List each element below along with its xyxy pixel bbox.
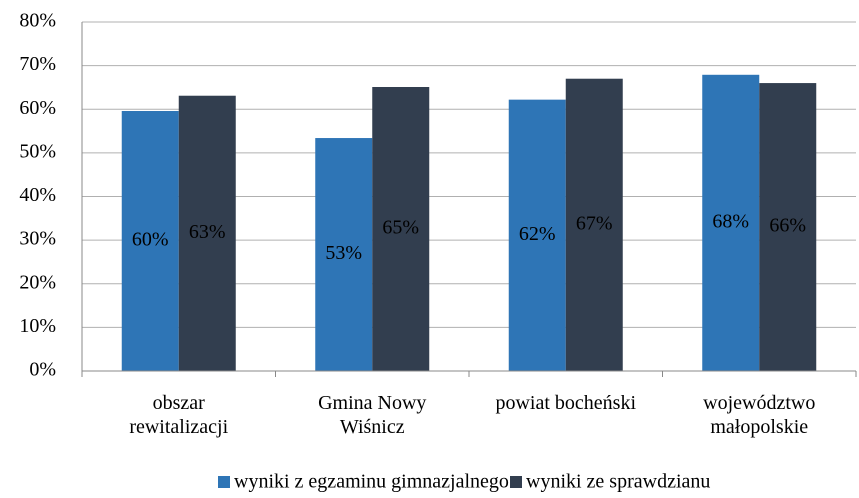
y-tick-label: 60% (19, 97, 56, 119)
bar (372, 87, 430, 371)
data-label: 60% (132, 229, 169, 251)
bar (178, 95, 236, 371)
y-tick-label: 20% (19, 271, 56, 293)
y-tick-label: 30% (19, 228, 56, 250)
legend-swatch (218, 476, 230, 488)
legend-swatch (510, 476, 522, 488)
bar (759, 83, 817, 371)
bar (565, 78, 623, 372)
bar (121, 110, 179, 372)
data-label: 67% (576, 212, 613, 234)
y-tick-label: 50% (19, 140, 56, 162)
data-label: 63% (189, 221, 226, 243)
x-tick-label: Gmina Nowy Wiśnicz (318, 392, 426, 438)
bar (508, 99, 566, 371)
legend-label: wyniki ze sprawdzianu (526, 471, 710, 493)
data-label: 68% (712, 210, 749, 232)
data-label: 66% (769, 215, 806, 237)
legend-label: wyniki z egzaminu gimnazjalnego (234, 471, 509, 493)
data-label: 62% (519, 223, 556, 245)
bar (315, 138, 373, 371)
data-label: 65% (382, 217, 419, 239)
data-label: 53% (325, 242, 362, 264)
bar (702, 74, 760, 371)
y-tick-label: 80% (19, 10, 56, 32)
y-tick-label: 70% (19, 53, 56, 75)
x-tick-label: województwo małopolskie (703, 392, 815, 438)
y-tick-label: 10% (19, 315, 56, 337)
y-tick-label: 40% (19, 184, 56, 206)
x-tick-label: powiat bocheński (495, 392, 636, 414)
y-tick-label: 0% (29, 359, 56, 381)
x-tick-label: obszar rewitalizacji (129, 392, 228, 438)
